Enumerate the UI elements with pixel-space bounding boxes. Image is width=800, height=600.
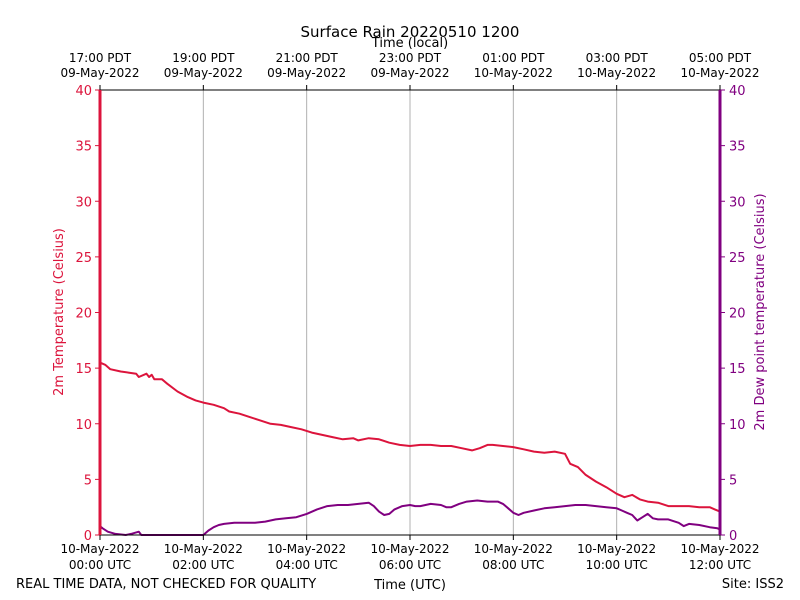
right-tick-label-15: 15 — [729, 362, 746, 377]
left-tick-label-35: 35 — [75, 140, 92, 155]
right-y-axis-label: 2m Dew point temperature (Celsius) — [753, 193, 768, 430]
right-y-ticks: 0 5 10 15 20 25 30 35 40 — [720, 84, 746, 544]
top-tick-date-0: 09-May-2022 — [60, 66, 139, 80]
top-tick-date-4: 09-May-2022 — [267, 66, 346, 80]
temperature-line — [99, 361, 721, 535]
right-tick-label-40: 40 — [729, 84, 746, 99]
left-tick-label-15: 15 — [75, 362, 92, 377]
top-tick-time-10: 03:00 PDT — [586, 51, 649, 65]
bottom-tick-time-8: 08:00 UTC — [482, 558, 544, 572]
bottom-tick-date-4: 10-May-2022 — [267, 542, 346, 556]
top-tick-time-6: 23:00 PDT — [379, 51, 442, 65]
top-tick-time-8: 01:00 PDT — [482, 51, 545, 65]
bottom-tick-date-6: 10-May-2022 — [370, 542, 449, 556]
right-tick-label-10: 10 — [729, 418, 746, 433]
bottom-tick-date-2: 10-May-2022 — [164, 542, 243, 556]
bottom-tick-date-12: 10-May-2022 — [680, 542, 759, 556]
left-tick-label-10: 10 — [75, 418, 92, 433]
bottom-x-ticks: 10-May-2022 00:00 UTC 10-May-2022 02:00 UTC… — [60, 535, 760, 572]
right-tick-label-20: 20 — [729, 307, 746, 322]
right-tick-label-25: 25 — [729, 251, 746, 266]
top-tick-date-8: 10-May-2022 — [474, 66, 553, 80]
top-tick-time-4: 21:00 PDT — [276, 51, 339, 65]
grid-lines — [202, 90, 618, 535]
left-tick-label-25: 25 — [75, 251, 92, 266]
left-tick-label-40: 40 — [75, 84, 92, 99]
left-tick-label-5: 5 — [84, 473, 92, 488]
bottom-tick-time-6: 06:00 UTC — [379, 558, 441, 572]
top-tick-time-0: 17:00 PDT — [69, 51, 132, 65]
left-tick-label-30: 30 — [75, 195, 92, 210]
left-tick-label-20: 20 — [75, 307, 92, 322]
top-axis-label: Time (local) — [371, 36, 448, 51]
top-tick-time-2: 19:00 PDT — [172, 51, 235, 65]
right-tick-label-0: 0 — [729, 529, 737, 544]
quality-disclaimer: REAL TIME DATA, NOT CHECKED FOR QUALITY — [16, 577, 316, 592]
bottom-axis-label: Time (UTC) — [373, 578, 446, 593]
bottom-tick-time-4: 04:00 UTC — [276, 558, 338, 572]
bottom-tick-time-12: 12:00 UTC — [689, 558, 751, 572]
right-tick-label-35: 35 — [729, 140, 746, 155]
left-tick-label-0: 0 — [84, 529, 92, 544]
site-label: Site: ISS2 — [722, 577, 784, 592]
series-lines — [99, 361, 721, 536]
top-tick-date-12: 10-May-2022 — [680, 66, 759, 80]
chart-title: Surface Rain 20220510 1200 — [301, 23, 520, 41]
bottom-tick-time-10: 10:00 UTC — [586, 558, 648, 572]
right-tick-label-5: 5 — [729, 473, 737, 488]
bottom-tick-date-10: 10-May-2022 — [577, 542, 656, 556]
dewpoint-line — [99, 499, 721, 536]
left-y-axis-label: 2m Temperature (Celsius) — [52, 228, 67, 396]
bottom-tick-time-2: 02:00 UTC — [172, 558, 234, 572]
top-tick-time-12: 05:00 PDT — [689, 51, 752, 65]
bottom-tick-date-0: 10-May-2022 — [60, 542, 139, 556]
bottom-tick-date-8: 10-May-2022 — [474, 542, 553, 556]
left-y-ticks: 0 5 10 15 20 25 30 35 40 — [75, 84, 100, 544]
right-tick-label-30: 30 — [729, 195, 746, 210]
top-tick-date-2: 09-May-2022 — [164, 66, 243, 80]
top-tick-date-6: 09-May-2022 — [370, 66, 449, 80]
bottom-tick-time-0: 00:00 UTC — [69, 558, 131, 572]
top-tick-date-10: 10-May-2022 — [577, 66, 656, 80]
